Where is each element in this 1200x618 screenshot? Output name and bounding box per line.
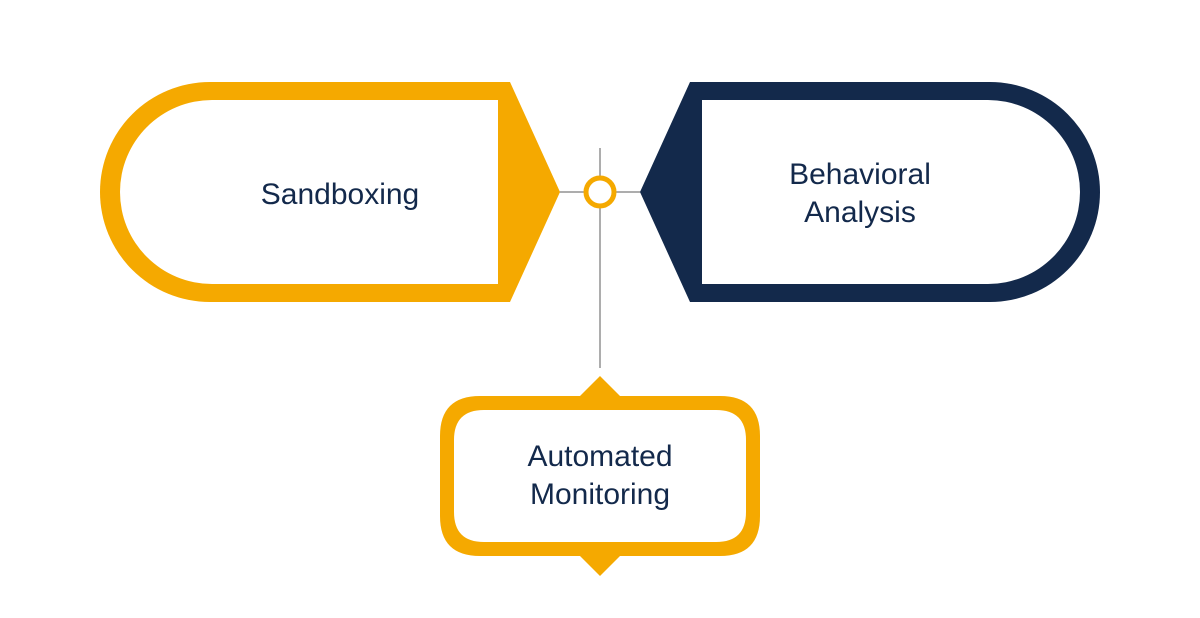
node-behavioral-inner [702,100,1080,284]
hub-ring [586,178,614,206]
node-automated-inner [454,410,746,542]
diagram-svg: Sandboxing Behavioral Analysis Automated… [0,0,1200,613]
node-automated: Automated Monitoring [440,376,760,576]
node-automated-label-2: Monitoring [530,478,670,511]
node-behavioral-label-2: Analysis [804,196,916,229]
node-automated-label-1: Automated [527,440,672,473]
node-behavioral-label-1: Behavioral [789,158,931,191]
diagram-canvas: Sandboxing Behavioral Analysis Automated… [0,0,1200,613]
node-behavioral: Behavioral Analysis [640,82,1100,302]
node-sandboxing: Sandboxing [100,82,560,302]
node-sandboxing-label: Sandboxing [261,178,419,211]
